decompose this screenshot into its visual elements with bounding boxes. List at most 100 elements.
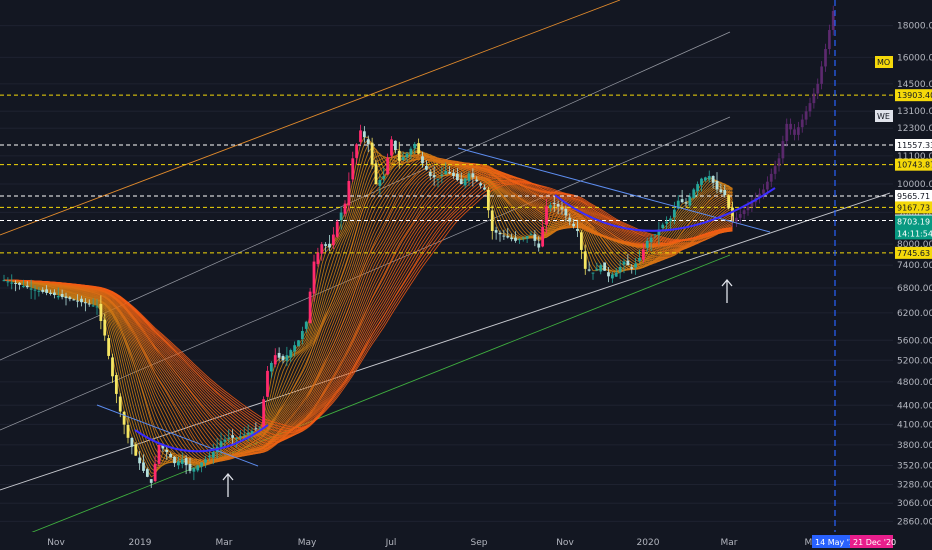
candle-body xyxy=(731,207,734,222)
candle-body xyxy=(196,465,200,471)
price-axis[interactable]: 18000.00 16000.00 14500.00 13100.00 12300.00… xyxy=(875,0,932,550)
candle-body xyxy=(440,174,444,177)
candle-body xyxy=(281,355,285,361)
candle-body xyxy=(595,268,599,271)
candle-body xyxy=(157,444,161,464)
candle-body xyxy=(591,272,595,274)
candle-body xyxy=(320,244,324,254)
candle-body xyxy=(219,441,223,447)
candle-body xyxy=(455,173,459,181)
candle-body xyxy=(700,178,703,185)
candle-body xyxy=(560,208,564,210)
candle-body xyxy=(200,462,204,467)
candle-body xyxy=(173,456,176,464)
candle-body xyxy=(413,144,417,149)
ribbon-line xyxy=(4,180,733,432)
price-level-badge xyxy=(895,158,932,171)
candle-body xyxy=(579,232,583,250)
candle-body xyxy=(568,217,572,222)
price-tick-label: 3800.00 xyxy=(897,441,932,451)
candle-body xyxy=(641,249,645,260)
candle-body xyxy=(638,257,641,261)
candle-body xyxy=(134,444,138,456)
ribbon-line xyxy=(4,154,733,464)
candle-body xyxy=(18,282,21,285)
candle-body xyxy=(359,130,362,142)
date-badge-label: 21 Dec '20 xyxy=(853,538,896,547)
annotations xyxy=(96,0,836,532)
current-price-label: 8703.19 xyxy=(897,217,930,226)
candle-body xyxy=(56,296,60,298)
price-tick-label: 12300.00 xyxy=(897,124,932,134)
candle-body xyxy=(343,203,347,214)
candle-body xyxy=(10,282,14,284)
price-tick-label: 6200.00 xyxy=(897,309,932,319)
candle-body xyxy=(68,297,72,300)
side-label-text: MO xyxy=(877,58,890,67)
ribbon-line xyxy=(4,154,733,464)
candle-body xyxy=(533,234,537,241)
candle-body xyxy=(165,449,169,453)
candle-body xyxy=(498,232,502,235)
candle-body xyxy=(324,244,328,246)
candle-body xyxy=(355,144,359,158)
candle-body xyxy=(297,340,300,347)
candle-body xyxy=(541,227,545,247)
candle-body xyxy=(316,252,320,265)
projection-candle xyxy=(742,210,746,215)
candle-body xyxy=(618,267,622,273)
projection-candle xyxy=(785,123,789,142)
candle-body xyxy=(378,180,382,186)
time-tick-label: Mar xyxy=(721,538,738,548)
candle-body xyxy=(672,209,676,218)
candle-body xyxy=(250,431,254,436)
projection-candle xyxy=(820,66,824,84)
projection-candle xyxy=(750,202,754,207)
candle-body xyxy=(285,355,289,361)
candle-body xyxy=(421,156,424,164)
candle-body xyxy=(545,206,548,225)
candle-body xyxy=(517,239,521,241)
candle-body xyxy=(41,289,45,292)
price-level-label: 9167.73 xyxy=(897,203,930,212)
candle-body xyxy=(204,459,207,463)
candle-body xyxy=(630,267,634,269)
candle-body xyxy=(304,321,308,329)
projection-candle xyxy=(781,141,785,159)
candle-body xyxy=(537,243,541,248)
candle-body xyxy=(14,282,18,284)
candle-body xyxy=(266,370,269,397)
price-tick-label: 4800.00 xyxy=(897,378,932,388)
current-price-badge xyxy=(895,215,932,240)
candle-body xyxy=(138,457,142,464)
candle-body xyxy=(52,292,56,296)
candle-body xyxy=(328,243,331,248)
candle-body xyxy=(723,190,727,196)
candle-body xyxy=(494,230,498,233)
projection-candle xyxy=(793,129,796,135)
price-tick-label: 6800.00 xyxy=(897,284,932,294)
channel-bottom-line xyxy=(0,254,731,546)
price-tick-label: 2860.00 xyxy=(897,517,932,527)
time-axis[interactable]: Nov2019MarMayJulSepNov2020MarMar14 May '… xyxy=(0,532,932,550)
candle-body xyxy=(680,199,684,203)
up-arrow-head-icon xyxy=(222,472,234,481)
ribbon-line xyxy=(4,162,733,456)
candle-body xyxy=(684,202,688,204)
candle-body xyxy=(676,200,680,209)
candle-body xyxy=(409,148,413,155)
candle-body xyxy=(83,302,87,304)
projection-candle xyxy=(827,30,831,50)
candle-body xyxy=(29,288,33,290)
ribbon-line xyxy=(4,165,733,452)
time-tick-label: Sep xyxy=(471,538,488,548)
candle-body xyxy=(459,179,463,185)
candle-body xyxy=(91,305,95,307)
projection-candle xyxy=(800,119,804,128)
ribbon-line xyxy=(4,170,733,446)
candle-body xyxy=(49,292,52,295)
ribbon-line xyxy=(4,168,733,448)
candle-body xyxy=(665,221,669,224)
